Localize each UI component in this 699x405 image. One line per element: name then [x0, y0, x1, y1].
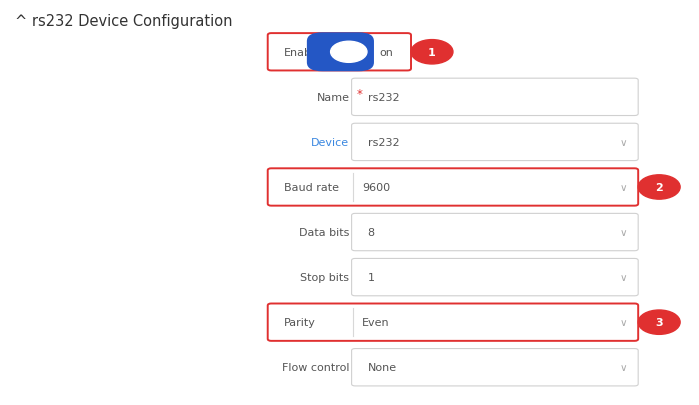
FancyBboxPatch shape — [268, 304, 638, 341]
Text: None: None — [368, 362, 397, 372]
Text: ∨: ∨ — [620, 183, 627, 192]
Text: 8: 8 — [368, 228, 375, 237]
Text: Parity: Parity — [284, 318, 316, 327]
FancyBboxPatch shape — [352, 349, 638, 386]
Text: Enable: Enable — [284, 48, 322, 58]
Text: ∨: ∨ — [620, 318, 627, 327]
FancyBboxPatch shape — [352, 214, 638, 251]
FancyBboxPatch shape — [268, 169, 638, 206]
Text: 1: 1 — [428, 48, 436, 58]
Text: 2: 2 — [655, 183, 663, 192]
FancyBboxPatch shape — [352, 124, 638, 161]
FancyBboxPatch shape — [268, 34, 411, 71]
Circle shape — [638, 175, 680, 200]
Text: Device: Device — [311, 138, 350, 147]
Text: 1: 1 — [368, 273, 375, 282]
Text: 9600: 9600 — [362, 183, 390, 192]
Text: ∨: ∨ — [620, 273, 627, 282]
Circle shape — [331, 42, 367, 63]
FancyBboxPatch shape — [352, 79, 638, 116]
Text: Even: Even — [362, 318, 390, 327]
Circle shape — [411, 40, 453, 65]
Text: ∨: ∨ — [620, 228, 627, 237]
Text: ∨: ∨ — [620, 362, 627, 372]
Circle shape — [638, 310, 680, 335]
Text: Data bits: Data bits — [299, 228, 350, 237]
Text: on: on — [380, 48, 394, 58]
Text: rs232: rs232 — [368, 138, 399, 147]
FancyBboxPatch shape — [352, 259, 638, 296]
Text: *: * — [356, 88, 362, 101]
Text: Stop bits: Stop bits — [301, 273, 350, 282]
Text: Baud rate: Baud rate — [284, 183, 339, 192]
Text: 3: 3 — [656, 318, 663, 327]
Text: Flow control: Flow control — [282, 362, 350, 372]
Text: Name: Name — [317, 93, 350, 102]
Text: rs232: rs232 — [368, 93, 399, 102]
Text: ^ rs232 Device Configuration: ^ rs232 Device Configuration — [15, 14, 233, 29]
Text: ∨: ∨ — [620, 138, 627, 147]
FancyBboxPatch shape — [307, 33, 374, 72]
